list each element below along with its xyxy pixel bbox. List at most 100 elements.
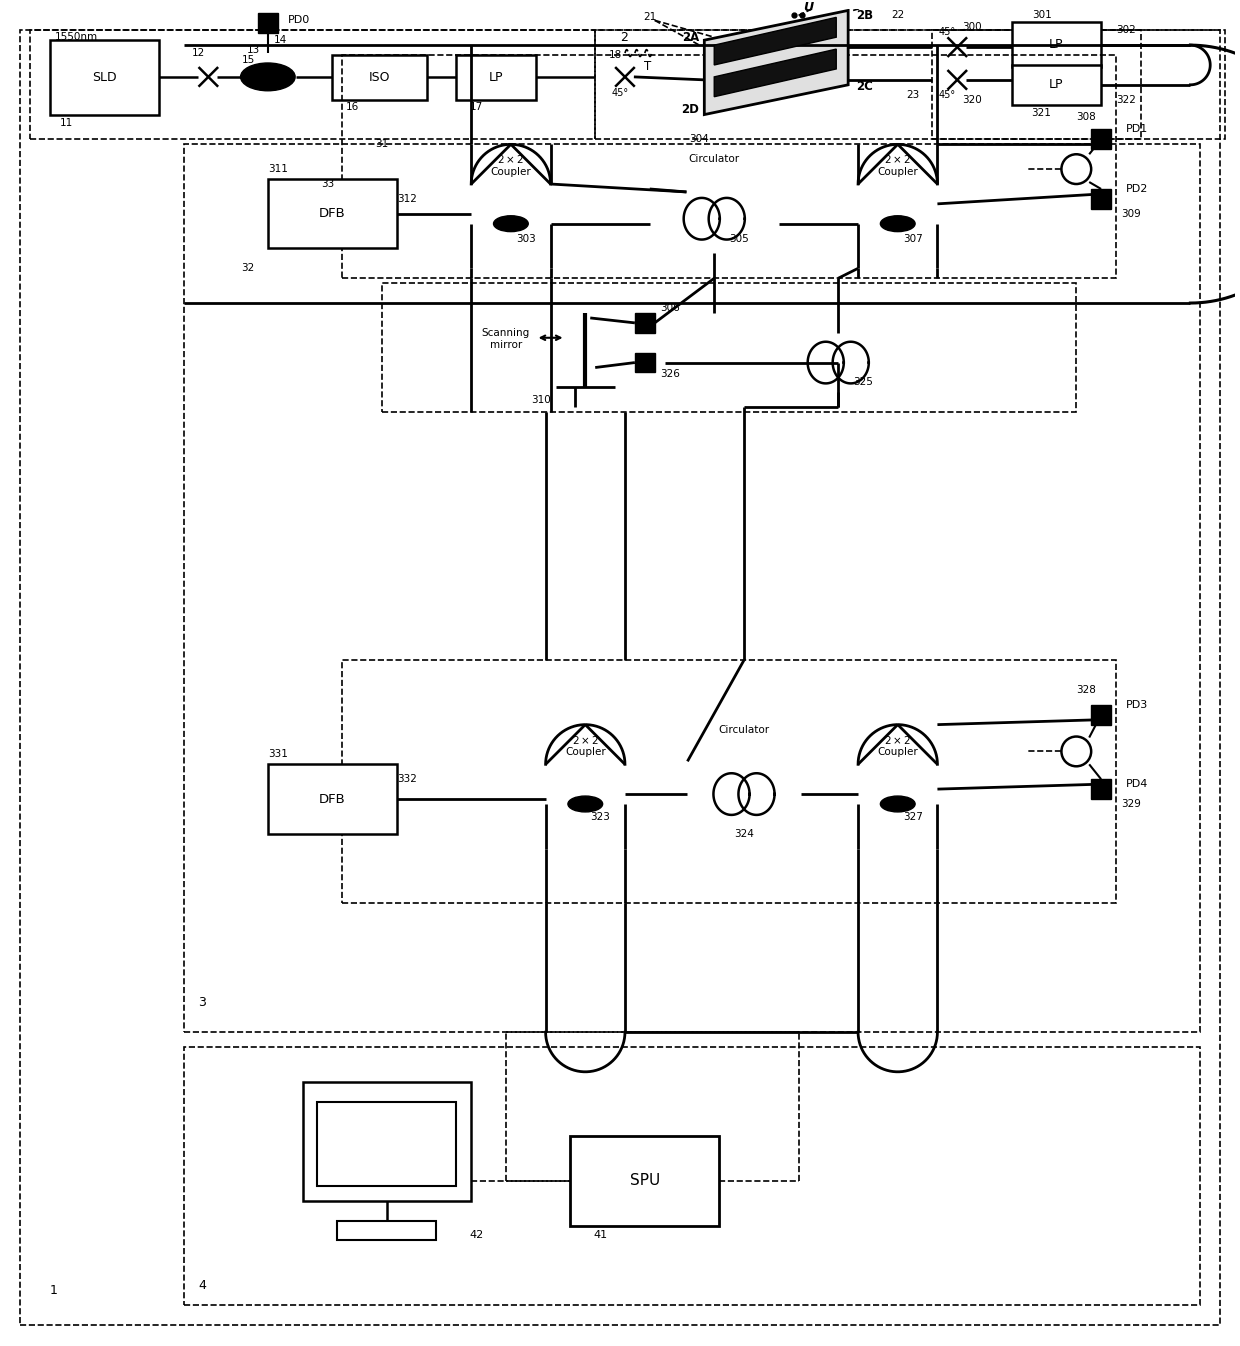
Text: 23: 23	[906, 90, 919, 100]
Bar	[570, 1136, 719, 1226]
Text: LP: LP	[1049, 38, 1064, 51]
Circle shape	[1061, 736, 1091, 766]
Text: Scanning: Scanning	[482, 328, 529, 338]
Text: $2\times2$: $2\times2$	[884, 734, 911, 746]
Ellipse shape	[494, 215, 528, 232]
Text: 2: 2	[620, 31, 627, 43]
Bar	[1012, 23, 1101, 67]
Text: 41: 41	[593, 1230, 608, 1241]
Bar	[1091, 129, 1111, 149]
Text: 1: 1	[50, 1284, 57, 1296]
Text: Circulator: Circulator	[688, 155, 740, 164]
Bar	[30, 30, 595, 140]
Text: 22: 22	[892, 11, 904, 20]
Ellipse shape	[241, 63, 295, 90]
Text: 17: 17	[470, 102, 482, 112]
Bar	[184, 144, 1200, 1032]
Ellipse shape	[880, 795, 915, 812]
Text: $2\times2$: $2\times2$	[884, 153, 911, 166]
Text: 45°: 45°	[939, 27, 956, 38]
Bar	[303, 1082, 471, 1201]
Text: Coupler: Coupler	[491, 167, 531, 178]
Text: 328: 328	[1076, 685, 1096, 695]
Text: PD1: PD1	[1126, 124, 1148, 135]
Bar	[184, 1047, 1200, 1304]
Bar	[635, 353, 655, 373]
Bar	[50, 40, 159, 114]
Text: 324: 324	[734, 829, 754, 839]
Text: PD3: PD3	[1126, 700, 1148, 709]
Bar	[456, 55, 536, 100]
Bar	[1091, 188, 1111, 209]
Bar	[1091, 779, 1111, 800]
Text: SPU: SPU	[630, 1174, 660, 1189]
Bar	[317, 1101, 456, 1186]
Text: PD4: PD4	[1126, 779, 1148, 789]
Text: 327: 327	[903, 812, 923, 822]
Text: mirror: mirror	[490, 339, 522, 350]
Text: 304: 304	[689, 135, 709, 144]
Text: 45°: 45°	[611, 87, 629, 98]
Text: 11: 11	[60, 117, 73, 128]
Text: PD0: PD0	[288, 15, 310, 26]
Text: Coupler: Coupler	[878, 167, 918, 178]
Text: 325: 325	[853, 377, 873, 388]
Bar	[342, 55, 1116, 279]
Text: 305: 305	[729, 234, 749, 244]
Ellipse shape	[880, 215, 915, 232]
Text: 12: 12	[192, 48, 205, 58]
Text: 14: 14	[274, 35, 288, 46]
Text: 308: 308	[1076, 112, 1096, 121]
Text: 32: 32	[242, 264, 254, 273]
Text: 307: 307	[903, 234, 923, 244]
Text: 21: 21	[644, 12, 656, 23]
Text: 300: 300	[962, 23, 982, 32]
Text: 302: 302	[1116, 26, 1136, 35]
Text: 310: 310	[531, 396, 551, 405]
Text: 13: 13	[247, 46, 259, 55]
Text: 322: 322	[1116, 94, 1136, 105]
Bar	[595, 30, 1141, 140]
Text: 321: 321	[1032, 108, 1052, 117]
Text: 323: 323	[590, 812, 610, 822]
Text: 1550nm: 1550nm	[55, 32, 98, 42]
Bar	[268, 179, 397, 249]
Text: 326: 326	[660, 369, 680, 380]
Text: DFB: DFB	[319, 793, 346, 805]
Ellipse shape	[568, 795, 603, 812]
Bar	[337, 1221, 436, 1241]
Text: 3: 3	[198, 996, 206, 1010]
Text: 332: 332	[397, 774, 417, 785]
Text: 16: 16	[346, 102, 358, 112]
Text: Coupler: Coupler	[565, 747, 605, 758]
Text: 15: 15	[242, 55, 254, 65]
Text: 18: 18	[609, 50, 621, 61]
Polygon shape	[704, 11, 848, 114]
Polygon shape	[714, 17, 836, 65]
Text: 320: 320	[962, 94, 982, 105]
Text: 2C: 2C	[856, 81, 873, 93]
Bar	[258, 13, 278, 34]
Polygon shape	[714, 48, 836, 97]
Text: 309: 309	[1121, 209, 1141, 219]
Bar	[268, 765, 397, 833]
Text: 42: 42	[469, 1230, 484, 1241]
Text: 311: 311	[268, 164, 288, 174]
Text: PD2: PD2	[1126, 184, 1148, 194]
Text: 33: 33	[321, 179, 334, 188]
Text: 2B: 2B	[856, 9, 873, 22]
Text: $2\times2$: $2\times2$	[572, 734, 599, 746]
Bar	[332, 55, 427, 100]
Text: $\boldsymbol{U}$: $\boldsymbol{U}$	[802, 1, 815, 13]
Bar	[1012, 65, 1101, 105]
Text: 45°: 45°	[939, 90, 956, 100]
Text: ISO: ISO	[368, 71, 391, 83]
Text: LP: LP	[489, 71, 503, 83]
Text: LP: LP	[1049, 78, 1064, 92]
Text: DFB: DFB	[319, 207, 346, 221]
Text: 306: 306	[660, 303, 680, 314]
Text: Circulator: Circulator	[718, 724, 770, 735]
Bar	[635, 314, 655, 332]
Circle shape	[1061, 155, 1091, 184]
Bar	[932, 30, 1225, 140]
